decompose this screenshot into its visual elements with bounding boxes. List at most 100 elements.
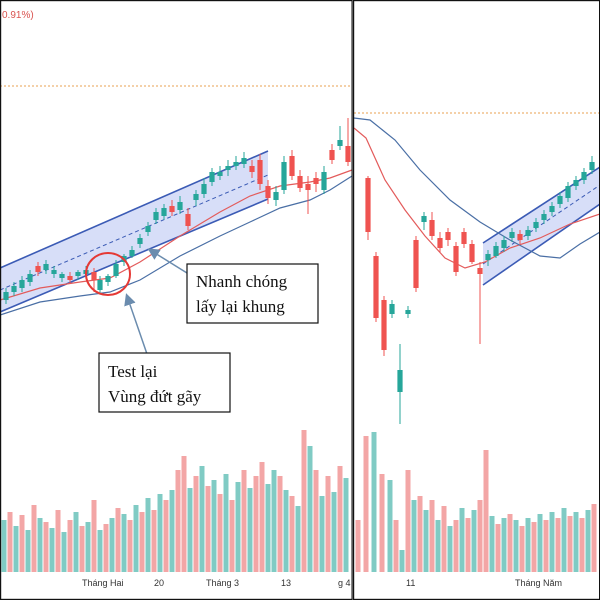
volume-bar — [295, 506, 301, 572]
volume-bar — [1, 520, 7, 572]
volume-bar — [489, 516, 495, 572]
channel-right-upper — [482, 166, 600, 244]
volume-bar — [331, 492, 337, 572]
x-axis: Tháng Hai 20 Tháng 3 13 g 4 11 Tháng Năm — [82, 578, 562, 588]
volume-bar — [379, 474, 385, 572]
candle-body — [321, 172, 327, 190]
volume-bar — [13, 526, 19, 572]
volume-bar — [145, 498, 151, 572]
x-tick-label: 11 — [406, 578, 415, 588]
candle-body — [413, 240, 419, 288]
volume-bar — [405, 470, 411, 572]
volume-bar — [187, 488, 193, 572]
annotation-recover: Nhanh chóng lấy lại khung — [186, 263, 319, 324]
volume-bar — [573, 512, 579, 572]
candle-body — [461, 232, 467, 244]
candle-body — [373, 256, 379, 318]
volume-bar — [429, 500, 435, 572]
volume-bar — [579, 518, 585, 572]
volume-bar — [133, 505, 139, 572]
volume-bar — [507, 514, 513, 572]
volume-bar — [519, 526, 525, 572]
volume-bar — [127, 520, 133, 572]
candle-body — [581, 172, 587, 180]
candle-body — [19, 280, 25, 288]
annotation-test: Test lại Vùng đứt gãy — [98, 352, 231, 413]
candle-body — [3, 292, 9, 300]
volume-bar — [301, 430, 307, 572]
candle-body — [477, 268, 483, 274]
volume-bar — [495, 524, 501, 572]
volume-bar — [513, 520, 519, 572]
volume-bar — [247, 488, 253, 572]
volume-bar — [585, 510, 591, 572]
moving-averages — [0, 117, 600, 316]
volume-bar — [19, 515, 25, 572]
volume-bar — [139, 512, 145, 572]
candle-body — [397, 370, 403, 392]
candle-body — [437, 238, 443, 248]
candle-body — [225, 166, 231, 170]
volume-bar — [283, 490, 289, 572]
volume-bar — [79, 526, 85, 572]
volume-bar — [265, 484, 271, 572]
volume-bar — [217, 494, 223, 572]
volume-bar — [151, 510, 157, 572]
x-tick-label: 20 — [154, 578, 164, 588]
volume-bar — [277, 476, 283, 572]
candle-body — [113, 264, 119, 276]
candle-body — [11, 286, 17, 292]
volume-bar — [307, 446, 313, 572]
volume-bar — [211, 480, 217, 572]
price-channels — [0, 150, 600, 313]
volume-bar — [55, 510, 61, 572]
candle-body — [541, 214, 547, 220]
candle-body — [51, 270, 57, 274]
volume-bar — [73, 512, 79, 572]
volume-bar — [555, 518, 561, 572]
volume-bar — [205, 486, 211, 572]
x-tick-label: g 4 — [338, 578, 351, 588]
candle-body — [517, 234, 523, 240]
volume-bar — [61, 532, 67, 572]
channel-right-lower — [482, 203, 600, 286]
volume-bar — [591, 504, 597, 572]
candle-body — [485, 254, 491, 260]
volume-bar — [477, 500, 483, 572]
volume-bar — [567, 516, 573, 572]
volume-bar — [393, 520, 399, 572]
volume-bar — [435, 520, 441, 572]
volume-bar — [411, 500, 417, 572]
volume-bar — [325, 476, 331, 572]
candle-body — [265, 186, 271, 198]
channel-left-fill — [0, 151, 268, 312]
candle-body — [185, 214, 191, 226]
volume-bar — [241, 470, 247, 572]
channel-right-mid — [482, 184, 600, 265]
ma-slow-left — [0, 175, 353, 316]
channel-left-upper — [0, 150, 269, 269]
candle-body — [257, 160, 263, 184]
candle-body — [305, 184, 311, 190]
annotation-recover-line2: lấy lại khung — [196, 297, 285, 316]
volume-bar — [363, 436, 369, 572]
candle-body — [217, 172, 223, 176]
candle-body — [137, 238, 143, 244]
volume-bar — [49, 528, 55, 572]
volume-bar — [7, 512, 13, 572]
candle-body — [249, 166, 255, 172]
arrow-to-channel — [147, 248, 188, 274]
volume-bar — [43, 522, 49, 572]
annotation-recover-line1: Nhanh chóng — [196, 272, 288, 291]
volume-bar — [561, 508, 567, 572]
x-tick-label: 13 — [281, 578, 291, 588]
x-tick-label: Tháng Hai — [82, 578, 124, 588]
candle-body — [169, 206, 175, 212]
candle-body — [67, 276, 73, 280]
volume-bar — [355, 520, 361, 572]
volume-bar — [259, 462, 265, 572]
candle-body — [153, 212, 159, 220]
volume-bar — [319, 496, 325, 572]
candle-body — [161, 208, 167, 216]
volume-bar — [175, 470, 181, 572]
